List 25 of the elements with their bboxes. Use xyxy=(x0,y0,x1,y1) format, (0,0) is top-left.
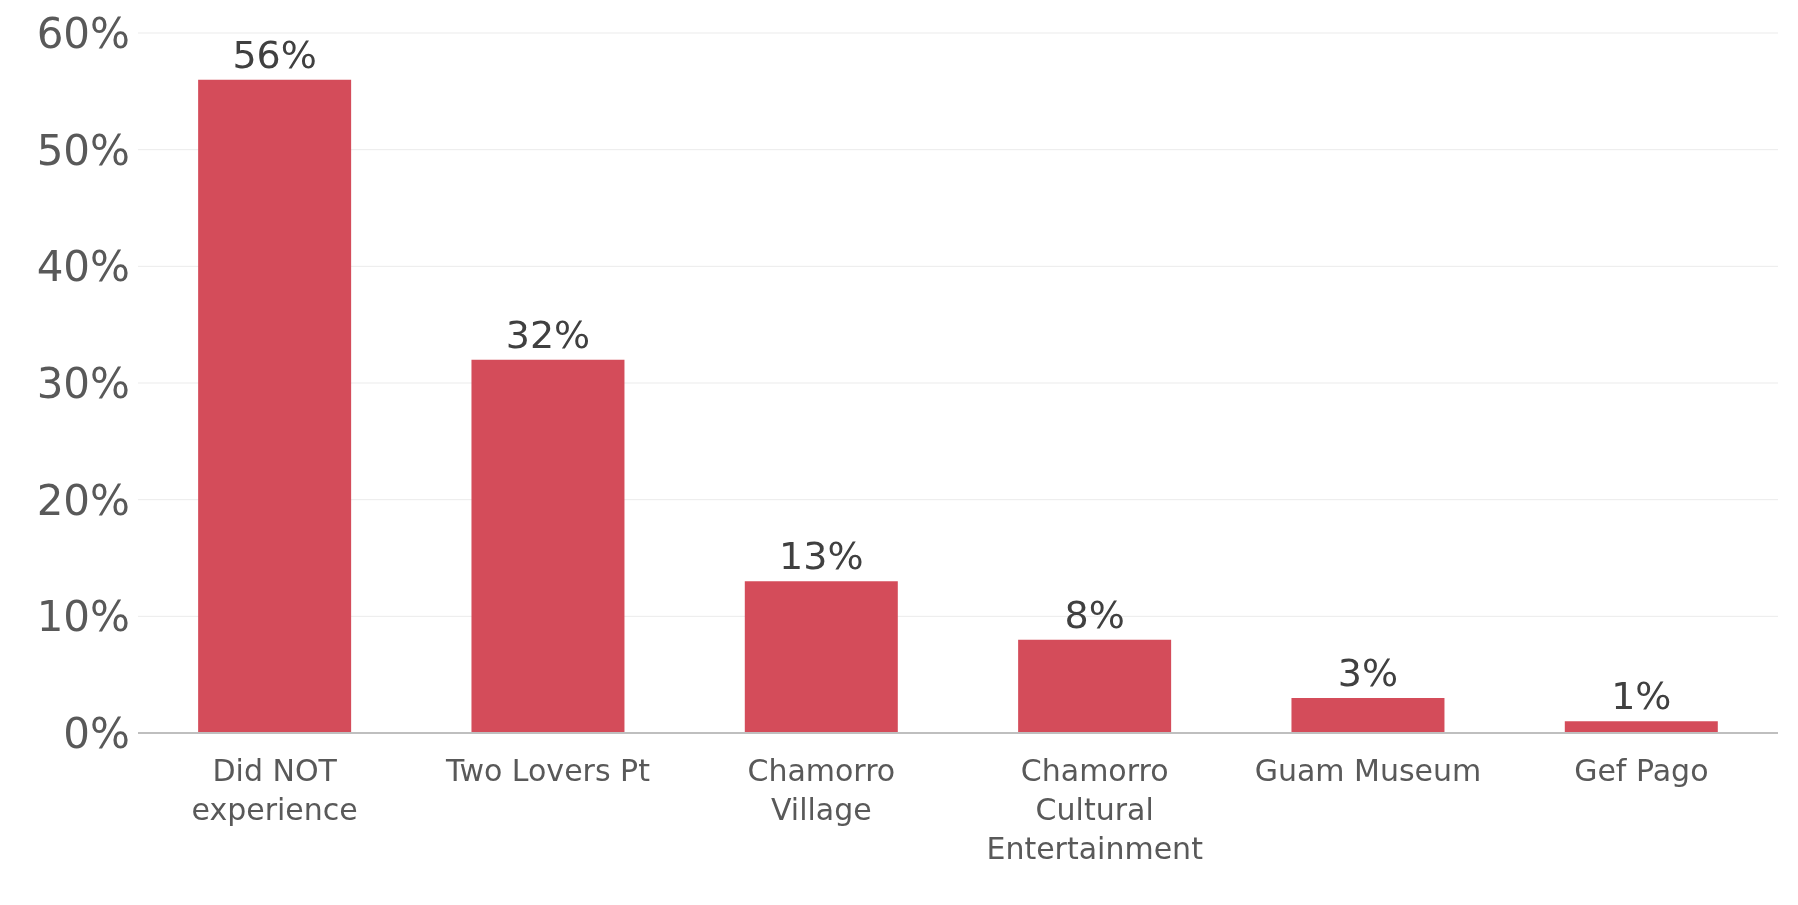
data-label: 13% xyxy=(779,534,864,579)
bar xyxy=(471,359,625,733)
bar xyxy=(1564,721,1718,733)
bar xyxy=(198,79,352,733)
y-tick-label: 20% xyxy=(36,475,130,525)
bar xyxy=(744,581,898,733)
x-tick-label: Gef Pago xyxy=(1574,753,1709,788)
y-tick-label: 40% xyxy=(36,242,130,292)
y-tick-label: 0% xyxy=(63,708,130,758)
y-tick-label: 50% xyxy=(36,125,130,175)
data-label: 1% xyxy=(1611,674,1672,719)
x-tick-label: Chamorro Cultural Entertainment xyxy=(986,753,1204,866)
y-tick-label: 60% xyxy=(36,8,130,58)
x-tick-label: Did NOT experience xyxy=(191,753,358,827)
x-tick-label: Chamorro Village xyxy=(747,753,896,827)
x-tick-label: Guam Museum xyxy=(1254,753,1482,788)
data-label: 8% xyxy=(1064,592,1125,637)
data-label: 56% xyxy=(232,32,317,77)
data-label: 32% xyxy=(505,312,591,357)
x-tick-label: Two Lovers Pt xyxy=(445,753,651,788)
data-label: 3% xyxy=(1337,651,1399,695)
y-tick-label: 10% xyxy=(36,592,130,642)
bar xyxy=(1018,639,1172,733)
bar xyxy=(1291,698,1445,733)
y-tick-label: 30% xyxy=(36,358,130,408)
